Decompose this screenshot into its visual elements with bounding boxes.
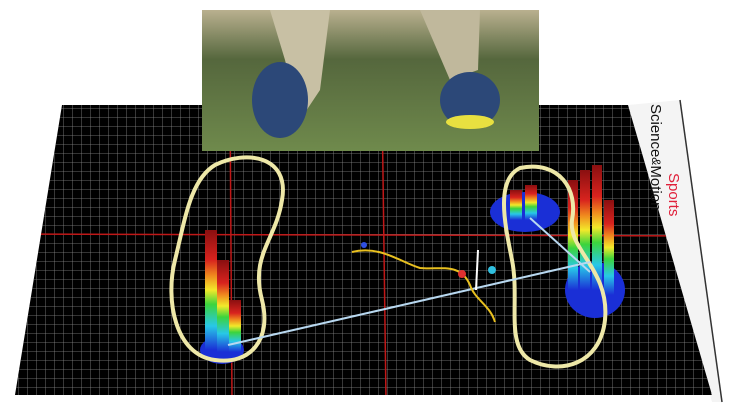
cop-line: [529, 217, 591, 273]
panel-edge: [679, 99, 723, 403]
logo-brand: Science&Motion: [647, 104, 664, 210]
cop-trace: [351, 249, 496, 323]
heat-bar: [510, 190, 522, 220]
leg: [420, 10, 480, 80]
foot-outline: [169, 155, 285, 363]
cop-dot: [458, 270, 466, 278]
shoe-sole: [446, 115, 494, 129]
side-panel: [628, 100, 722, 402]
heat-bar: [229, 300, 241, 352]
heat-bar: [580, 170, 590, 290]
left-foot: [169, 155, 285, 364]
shoe: [252, 62, 308, 138]
foot-outline: [502, 164, 608, 369]
cop-dot: [488, 266, 496, 274]
heat-bar: [217, 260, 229, 352]
cop-marker: [475, 249, 479, 291]
cop-dot: [361, 242, 367, 248]
heat-bar: [205, 230, 217, 350]
shoe: [440, 72, 500, 128]
logo-science: Science: [647, 104, 664, 157]
right-foot: [490, 164, 625, 369]
heat-bar: [604, 200, 614, 295]
logo-ampersand: &: [649, 157, 663, 165]
logo-product: Sports: [665, 173, 682, 216]
heat-bar: [592, 165, 602, 290]
leg: [270, 10, 330, 120]
cop-line: [227, 261, 591, 346]
logo-motion: Motion: [647, 165, 664, 210]
heat-bar: [525, 185, 537, 220]
